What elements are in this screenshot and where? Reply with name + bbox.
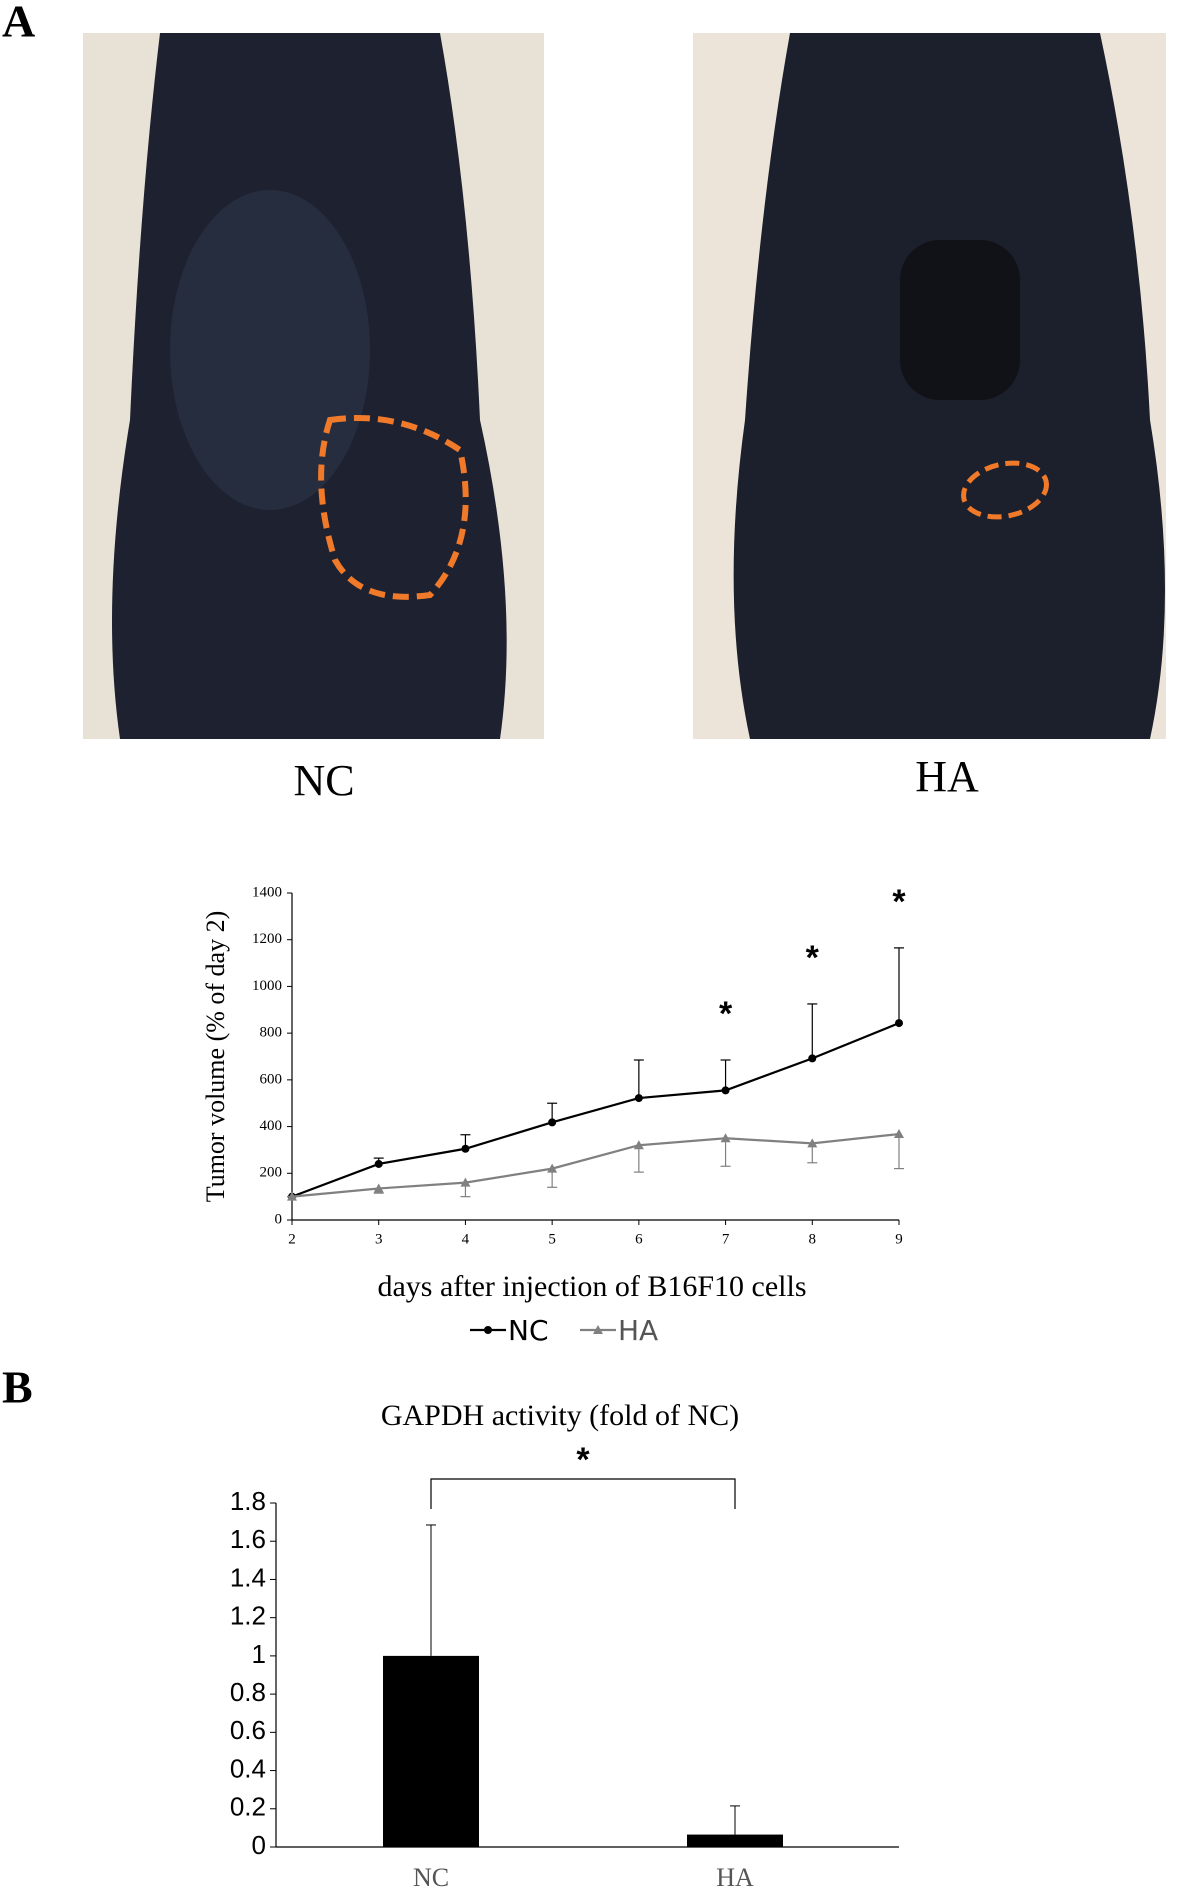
y-tick-label: 400	[260, 1118, 283, 1134]
x-tick-label: 9	[895, 1231, 903, 1247]
marker	[633, 1140, 644, 1150]
line-series	[291, 1132, 900, 1198]
line-series	[291, 1022, 900, 1198]
y-tick-label: 0	[252, 1830, 266, 1860]
photo-label: NC	[293, 756, 354, 805]
x-tick-label: 7	[722, 1231, 730, 1247]
marker	[287, 1191, 297, 1201]
panel-label: B	[2, 1362, 33, 1413]
x-tick-label: 5	[548, 1231, 556, 1247]
y-tick-label: 1200	[252, 931, 282, 947]
bar	[383, 1655, 479, 1847]
y-tick-label: 1.2	[230, 1601, 266, 1631]
x-axis-label: days after injection of B16F10 cells	[377, 1270, 806, 1303]
significance-mark: *	[892, 883, 906, 921]
chart-title: GAPDH activity (fold of NC)	[381, 1399, 739, 1432]
y-tick-label: 0.6	[230, 1715, 266, 1745]
y-tick-label: 1.4	[230, 1562, 266, 1592]
significance-mark: *	[719, 995, 733, 1033]
marker	[895, 1019, 903, 1028]
marker	[547, 1163, 558, 1173]
x-tick-label: 8	[809, 1231, 817, 1247]
marker	[894, 1129, 904, 1139]
bar	[687, 1834, 783, 1847]
legend-marker	[593, 1325, 603, 1334]
marker	[374, 1159, 383, 1168]
marker	[807, 1138, 818, 1148]
significance-mark: *	[806, 939, 820, 977]
photo	[693, 33, 1166, 739]
y-tick-label: 1400	[252, 884, 282, 900]
y-tick-label: 1	[252, 1639, 266, 1669]
y-tick-label: 1.8	[230, 1486, 266, 1516]
y-tick-label: 200	[260, 1165, 283, 1181]
y-tick-label: 800	[260, 1025, 283, 1041]
legend-label: HA	[618, 1314, 658, 1347]
photo-label: HA	[915, 752, 979, 801]
marker	[720, 1133, 731, 1143]
y-tick-label: 0.8	[230, 1677, 266, 1707]
marker	[548, 1118, 557, 1127]
legend-marker	[484, 1326, 492, 1334]
photo	[83, 33, 544, 739]
x-tick-label: 3	[375, 1231, 383, 1247]
marker	[808, 1054, 817, 1063]
y-tick-label: 1000	[252, 978, 282, 994]
marker	[373, 1183, 384, 1193]
x-tick-label: HA	[716, 1863, 754, 1892]
y-tick-label: 1.6	[230, 1524, 266, 1554]
legend-label: NC	[508, 1314, 549, 1347]
x-tick-label: 2	[288, 1231, 296, 1247]
x-tick-label: NC	[413, 1863, 449, 1892]
y-tick-label: 0	[275, 1211, 283, 1227]
marker	[461, 1144, 470, 1153]
x-tick-label: 4	[462, 1231, 470, 1247]
significance-bracket	[430, 1478, 736, 1509]
marker	[460, 1177, 471, 1187]
y-tick-label: 0.2	[230, 1792, 266, 1822]
y-tick-label: 0.4	[230, 1753, 266, 1783]
marker	[634, 1094, 643, 1103]
y-tick-label: 600	[260, 1071, 283, 1087]
y-axis-label: Tumor volume (% of day 2)	[201, 911, 230, 1203]
x-tick-label: 6	[635, 1231, 643, 1247]
panel-label: A	[2, 0, 35, 47]
significance-mark: *	[576, 1441, 590, 1479]
marker	[721, 1086, 730, 1095]
